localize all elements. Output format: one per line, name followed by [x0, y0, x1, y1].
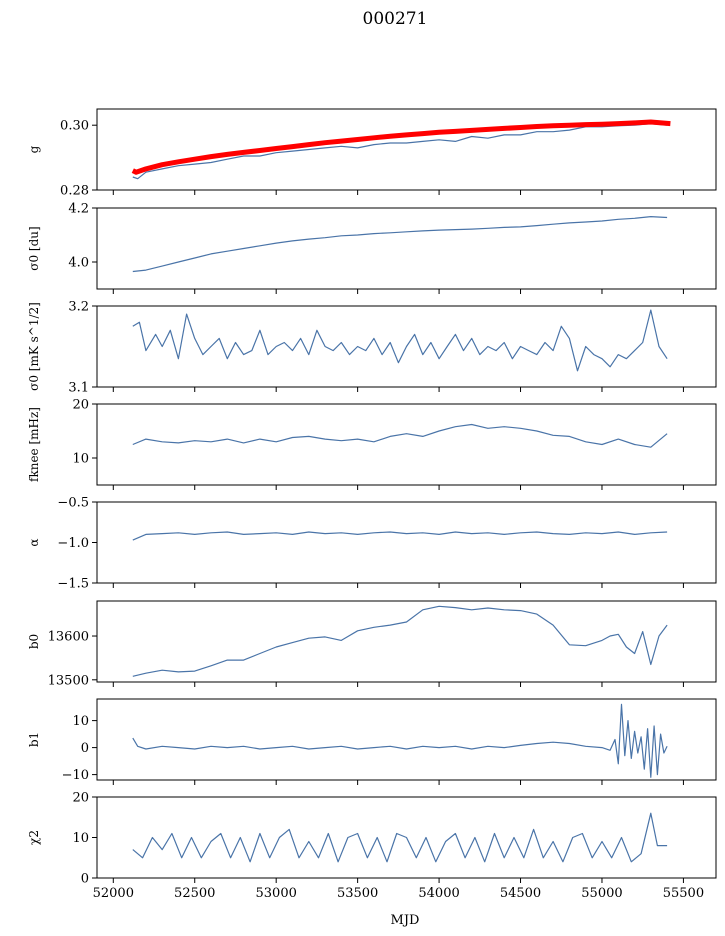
panel-2: 4.0 4.2 σ0 [du] — [27, 202, 717, 294]
panel-5: −1.5 −1.0 −0.5 α — [27, 496, 717, 592]
y-tick-label: 0.30 — [60, 119, 89, 134]
y-tick-label: −1.5 — [57, 577, 89, 592]
y-axis-label: σ0 [mK s^1/2] — [27, 302, 41, 391]
y-tick-label: 13600 — [48, 630, 89, 645]
axes-frame — [96, 501, 717, 584]
y-axis-label: g — [27, 145, 41, 153]
model-line — [131, 119, 671, 175]
panel-7: −10 0 10 b1 — [27, 698, 717, 785]
panel-4: 10 20 fknee [mHz] — [27, 398, 717, 490]
y-axis-label: b0 — [27, 634, 41, 649]
y-tick-label: 20 — [72, 791, 89, 806]
y-axis-label: α — [27, 538, 41, 546]
y-axis-label: σ0 [du] — [27, 226, 41, 270]
x-tick-label: 54500 — [500, 886, 541, 901]
data-line — [132, 531, 668, 541]
axes-frame — [96, 698, 717, 781]
x-tick-label: 55500 — [663, 886, 704, 901]
panel-3: 3.1 3.2 σ0 [mK s^1/2] — [27, 300, 717, 396]
y-tick-label: 3.1 — [68, 381, 89, 396]
x-tick-label: 55000 — [581, 886, 622, 901]
x-tick-label: 53500 — [337, 886, 378, 901]
y-tick-label: 3.2 — [68, 300, 89, 315]
data-line — [132, 122, 668, 180]
y-tick-label: 4.2 — [68, 202, 89, 217]
y-tick-label: 13500 — [48, 673, 89, 688]
axes-frame — [96, 403, 717, 486]
data-line — [132, 423, 668, 448]
x-tick-label: 53000 — [256, 886, 297, 901]
panels: 0.28 0.30 g 4.0 4.2 σ0 [du] 3.1 3.2 σ0 [mK s^1/2… — [27, 108, 717, 901]
y-tick-label: 0 — [81, 741, 89, 756]
y-axis-label: χ2 — [27, 830, 41, 845]
y-tick-label: 10 — [72, 714, 89, 729]
y-tick-label: −0.5 — [57, 496, 89, 511]
y-tick-label: 4.0 — [68, 256, 89, 271]
data-line — [132, 703, 668, 778]
data-line — [132, 309, 668, 372]
x-tick-label: 54000 — [418, 886, 459, 901]
panel-1: 0.28 0.30 g — [27, 108, 717, 199]
data-line — [132, 605, 668, 677]
y-axis-label: fknee [mHz] — [27, 407, 41, 482]
x-tick-label: 52000 — [93, 886, 134, 901]
panel-6: 13500 13600 b0 — [27, 600, 717, 688]
y-tick-label: −10 — [62, 768, 89, 783]
data-line — [132, 216, 668, 273]
x-axis-label: MJD — [391, 913, 420, 928]
axes-frame — [96, 108, 717, 191]
y-tick-label: 10 — [72, 831, 89, 846]
figure-title: 000271 — [363, 9, 428, 29]
axes-frame — [96, 207, 717, 290]
panel-8: 0 10 20 52000 52500 53000 53500 54000 54500 55000… — [27, 791, 717, 901]
y-tick-label: 0 — [81, 872, 89, 887]
y-axis-label: b1 — [27, 732, 41, 747]
y-tick-label: 10 — [72, 452, 89, 467]
y-tick-label: −1.0 — [57, 536, 89, 551]
y-tick-label: 0.28 — [60, 184, 89, 199]
y-tick-label: 20 — [72, 398, 89, 413]
x-tick-label: 52500 — [174, 886, 215, 901]
axes-frame — [96, 305, 717, 388]
axes-frame — [96, 600, 717, 683]
data-line — [132, 812, 668, 863]
